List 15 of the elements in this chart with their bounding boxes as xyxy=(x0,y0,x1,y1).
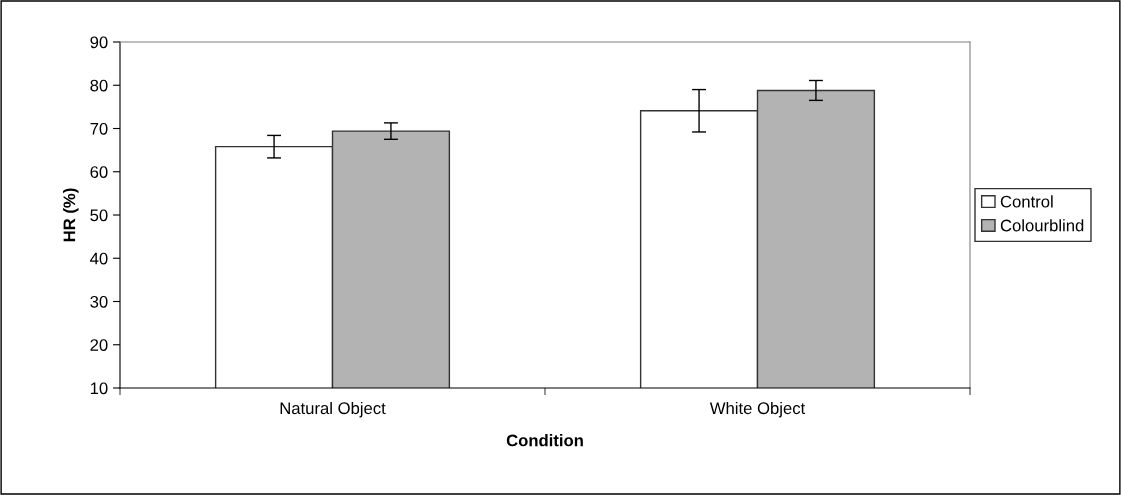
y-tick-label: 80 xyxy=(90,79,108,92)
y-tick-label: 50 xyxy=(90,209,108,222)
y-tick-label: 70 xyxy=(90,122,108,135)
legend-label: Colourblind xyxy=(1000,219,1084,232)
y-tick-label: 40 xyxy=(90,252,108,265)
y-tick-label: 20 xyxy=(90,339,108,351)
y-tick-label: 90 xyxy=(90,36,108,49)
x-axis-title: Condition xyxy=(506,434,583,447)
legend-label: Control xyxy=(1000,195,1053,208)
y-tick-label: 10 xyxy=(90,382,108,395)
y-axis-title: HR (%) xyxy=(63,188,79,242)
y-tick-label: 60 xyxy=(90,166,108,178)
x-tick-label: Natural Object xyxy=(280,401,386,418)
y-tick-label: 30 xyxy=(90,295,108,308)
x-tick-label: White Object xyxy=(709,401,806,418)
